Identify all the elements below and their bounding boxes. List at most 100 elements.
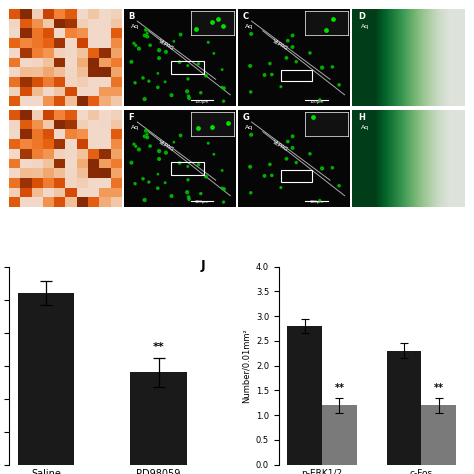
- Text: C: C: [243, 12, 249, 21]
- Point: [128, 58, 135, 65]
- Text: Aq: Aq: [130, 24, 139, 29]
- Point: [210, 50, 218, 57]
- Point: [176, 159, 183, 167]
- Point: [328, 63, 336, 71]
- Point: [268, 172, 275, 179]
- Point: [141, 32, 148, 39]
- Text: VLPAG: VLPAG: [157, 38, 175, 52]
- Point: [135, 45, 143, 53]
- Point: [185, 92, 192, 100]
- Point: [292, 159, 300, 166]
- Point: [261, 71, 268, 79]
- Point: [162, 48, 170, 55]
- Point: [268, 71, 275, 78]
- Text: **: **: [434, 383, 444, 393]
- Point: [266, 161, 273, 168]
- Text: **: **: [153, 342, 164, 352]
- Bar: [171, 162, 204, 175]
- Point: [154, 70, 162, 77]
- Point: [183, 189, 191, 196]
- Point: [177, 132, 184, 139]
- Text: 100μm: 100μm: [310, 201, 324, 204]
- Point: [154, 83, 162, 91]
- Point: [220, 98, 228, 105]
- Point: [155, 155, 163, 163]
- Point: [141, 95, 148, 103]
- Point: [161, 179, 169, 187]
- Point: [142, 127, 150, 135]
- Point: [204, 139, 212, 147]
- Point: [202, 173, 210, 180]
- Point: [197, 89, 205, 97]
- Point: [328, 164, 336, 172]
- Point: [184, 75, 192, 83]
- Point: [142, 26, 150, 34]
- Point: [146, 142, 154, 150]
- Bar: [281, 171, 312, 182]
- Point: [316, 96, 324, 104]
- Point: [131, 180, 139, 187]
- Point: [155, 147, 163, 155]
- Point: [195, 161, 202, 168]
- Text: F: F: [128, 113, 134, 122]
- Point: [319, 64, 326, 72]
- Point: [306, 150, 314, 157]
- Point: [130, 140, 138, 148]
- Bar: [130, 372, 187, 465]
- Point: [128, 159, 135, 166]
- Point: [139, 175, 147, 182]
- Point: [143, 130, 151, 138]
- Bar: [171, 61, 204, 74]
- Text: Aq: Aq: [130, 125, 139, 130]
- Point: [207, 128, 214, 136]
- Point: [154, 171, 162, 178]
- Point: [219, 66, 226, 73]
- Point: [204, 38, 212, 46]
- Point: [132, 143, 139, 150]
- Point: [283, 54, 290, 62]
- Point: [176, 58, 183, 66]
- Point: [310, 29, 318, 36]
- Text: **: **: [334, 383, 345, 393]
- Point: [289, 133, 296, 140]
- Point: [292, 58, 300, 65]
- Point: [177, 31, 184, 38]
- Text: H: H: [358, 113, 365, 122]
- Point: [184, 62, 191, 69]
- Point: [277, 83, 285, 91]
- Point: [184, 176, 192, 183]
- Y-axis label: Number/0.01mm²: Number/0.01mm²: [241, 328, 250, 403]
- Point: [135, 146, 143, 153]
- Point: [218, 83, 226, 91]
- Point: [144, 33, 151, 40]
- Point: [144, 134, 151, 141]
- Point: [202, 72, 210, 80]
- Point: [210, 150, 218, 158]
- Text: J: J: [201, 259, 205, 272]
- Text: Aq: Aq: [361, 24, 370, 29]
- Point: [247, 30, 255, 37]
- Point: [168, 91, 175, 99]
- Text: VLPAG: VLPAG: [272, 139, 290, 153]
- Point: [218, 184, 226, 192]
- Point: [145, 178, 153, 186]
- Point: [207, 27, 214, 35]
- Point: [247, 189, 255, 197]
- Bar: [281, 70, 312, 81]
- Point: [284, 138, 292, 146]
- Point: [316, 197, 324, 204]
- Point: [289, 144, 296, 152]
- Text: Aq: Aq: [361, 125, 370, 130]
- Point: [246, 62, 254, 70]
- Text: B: B: [128, 12, 135, 21]
- Point: [277, 184, 285, 191]
- Point: [220, 198, 228, 206]
- Point: [219, 167, 226, 174]
- Bar: [421, 405, 456, 465]
- Point: [306, 49, 314, 57]
- Point: [335, 81, 343, 89]
- Point: [335, 182, 343, 190]
- Bar: [18, 293, 74, 465]
- Point: [185, 195, 193, 203]
- Point: [261, 172, 268, 180]
